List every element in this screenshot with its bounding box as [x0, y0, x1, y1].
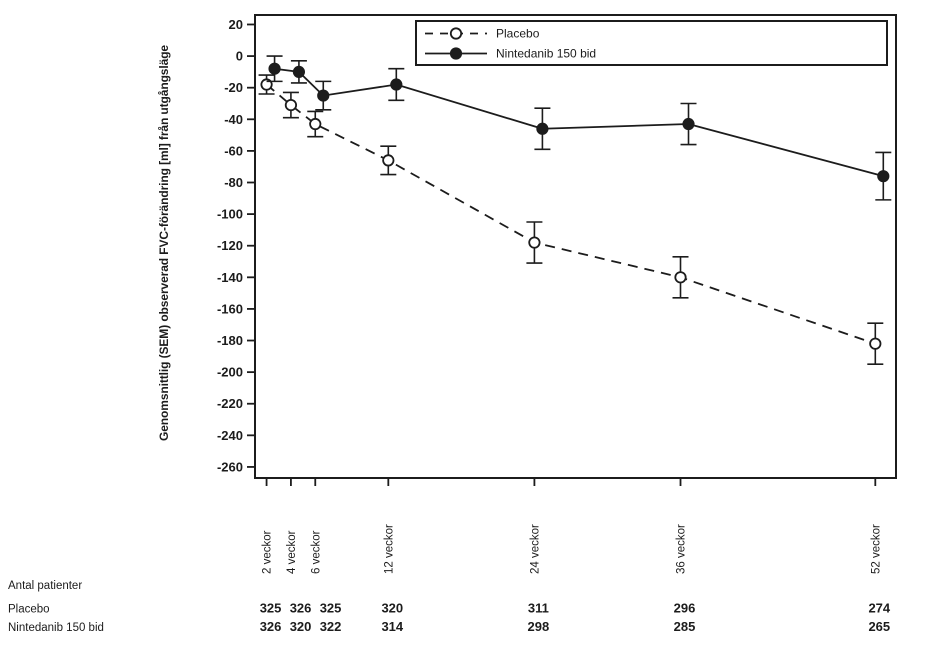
series-line-nintedanib-150-bid	[274, 67, 884, 178]
data-point-marker-placebo	[674, 271, 687, 284]
patient-table-row-label-placebo: Placebo	[8, 604, 50, 616]
data-point-marker-nintedanib-150-bid	[268, 62, 281, 75]
patient-count: 274	[868, 601, 890, 616]
y-tick-label: -180	[217, 333, 243, 348]
y-tick-label: -60	[224, 143, 243, 158]
data-point-marker-nintedanib-150-bid	[877, 170, 890, 183]
patient-count: 285	[674, 619, 696, 634]
patient-count: 314	[381, 619, 403, 634]
patient-count: 320	[290, 619, 312, 634]
y-tick-label: -220	[217, 396, 243, 411]
patient-count: 298	[528, 619, 550, 634]
y-tick-label: -140	[217, 270, 243, 285]
x-tick-label: 52 veckor	[870, 524, 882, 574]
legend-label-nintedanib: Nintedanib 150 bid	[496, 47, 596, 61]
patient-count: 325	[260, 601, 282, 616]
x-tick-label: 36 veckor	[676, 524, 688, 574]
patient-table-row-label-nintedanib: Nintedanib 150 bid	[8, 622, 104, 634]
data-point-marker-nintedanib-150-bid	[682, 117, 695, 131]
data-point-marker-nintedanib-150-bid	[390, 78, 403, 91]
patient-table-header: Antal patienter	[8, 580, 82, 592]
legend-box	[415, 20, 888, 66]
y-tick-label: -80	[224, 175, 243, 190]
legend-sample-marker-nintedanib-150-bid	[449, 47, 463, 60]
patient-count: 326	[290, 601, 312, 616]
data-point-marker-nintedanib-150-bid	[536, 122, 549, 135]
data-point-marker-nintedanib-150-bid	[292, 65, 306, 78]
y-tick-label: -200	[217, 365, 243, 380]
legend-label-placebo: Placebo	[496, 27, 540, 41]
data-point-marker-placebo	[382, 154, 395, 167]
x-tick-label: 24 veckor	[529, 524, 541, 574]
patient-count: 325	[320, 601, 342, 616]
y-tick-label: -160	[217, 301, 243, 316]
y-tick-label: -40	[224, 112, 243, 127]
data-point-marker-nintedanib-150-bid	[317, 89, 330, 102]
y-tick-label: -260	[217, 459, 243, 474]
series-line-placebo	[265, 83, 876, 345]
data-point-marker-placebo	[528, 236, 541, 249]
patient-count: 322	[320, 619, 342, 634]
patient-count: 326	[260, 619, 282, 634]
patient-count: 320	[381, 601, 403, 616]
y-axis-title: Genomsnittlig (SEM) observerad FVC-förän…	[157, 45, 171, 441]
y-tick-label: -120	[217, 238, 243, 253]
x-tick-label: 12 veckor	[383, 524, 395, 574]
y-tick-label: 0	[236, 49, 243, 64]
legend-sample-marker-placebo	[449, 27, 463, 40]
y-tick-label: 20	[229, 17, 243, 32]
x-tick-label: 6 veckor	[310, 530, 322, 574]
data-point-marker-placebo	[284, 98, 298, 112]
y-tick-label: -240	[217, 428, 243, 443]
patient-count: 296	[674, 601, 696, 616]
x-tick-label: 4 veckor	[286, 530, 298, 574]
plot-border	[254, 14, 897, 479]
data-point-marker-placebo	[309, 117, 322, 131]
plot-layer: 20 0 -20 -40 -60 -80 -100 -120 -140 -160 -180 -200 -…	[217, 14, 897, 634]
y-tick-label: -20	[224, 80, 243, 95]
y-tick-label: -100	[217, 207, 243, 222]
patient-count: 265	[868, 619, 890, 634]
data-point-marker-placebo	[869, 337, 882, 350]
x-tick-label: 2 veckor	[262, 530, 274, 574]
patient-count: 311	[528, 601, 549, 616]
